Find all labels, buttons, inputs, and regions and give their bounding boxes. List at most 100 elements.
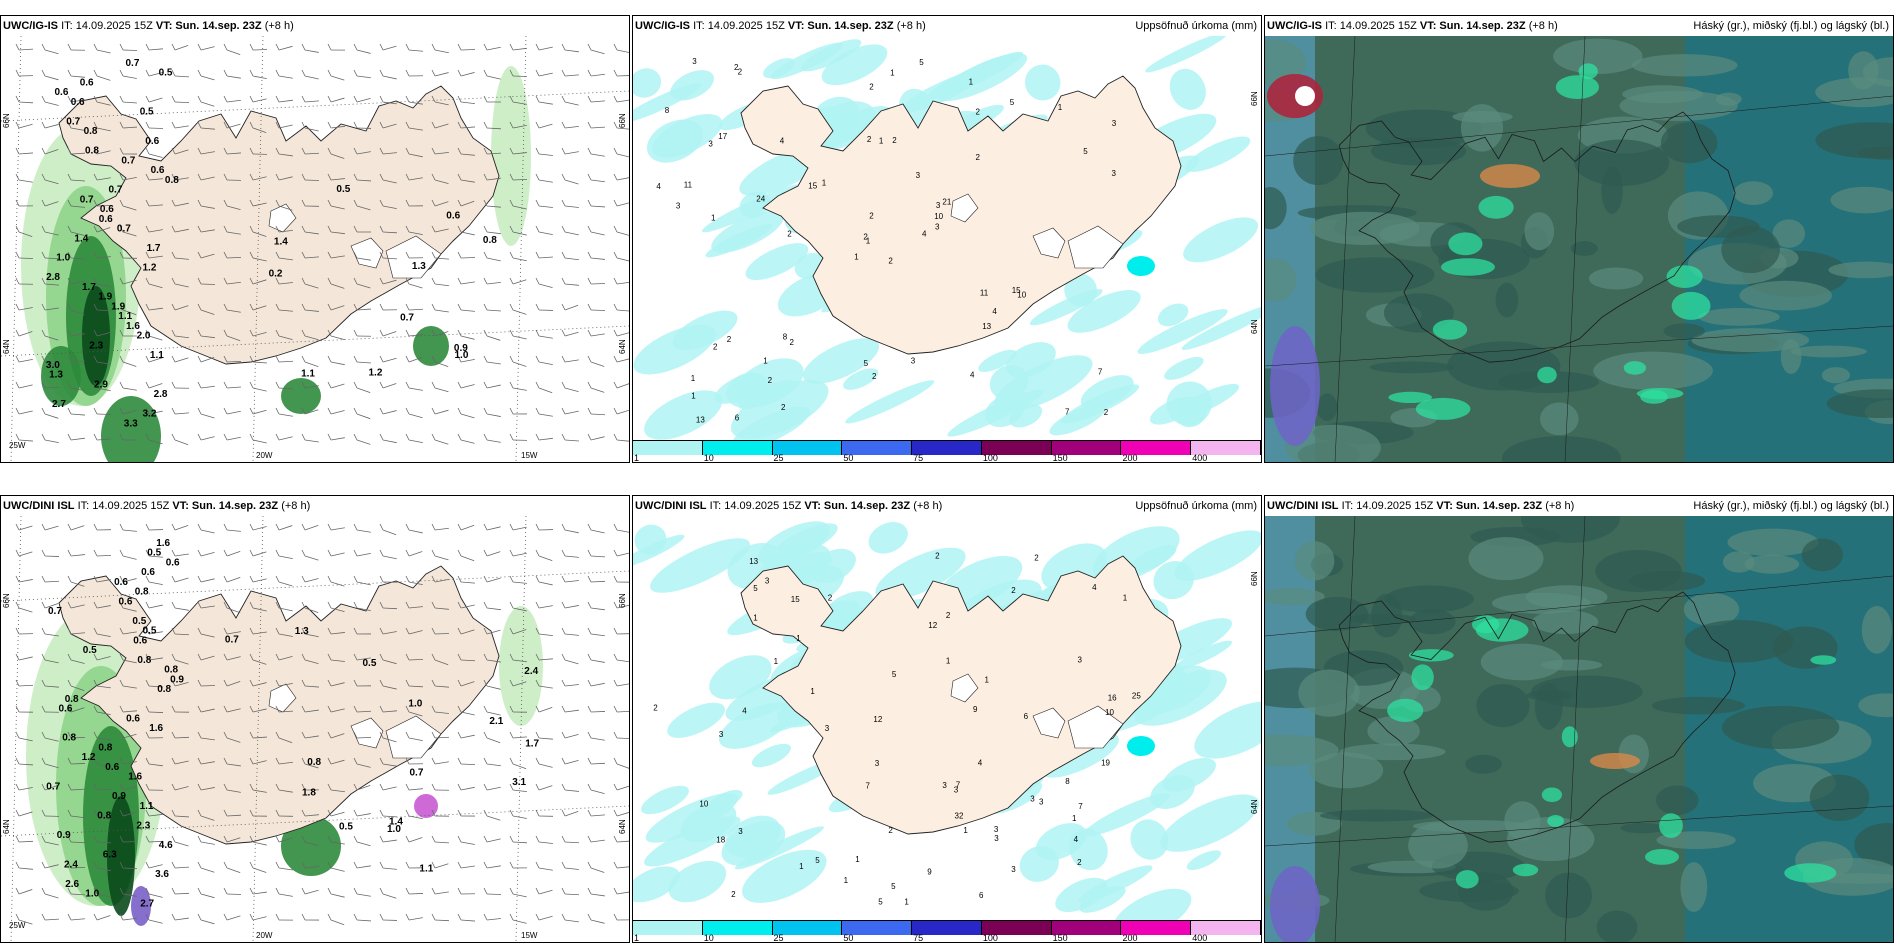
cloud-patch <box>1316 393 1338 422</box>
wind-barb-flag <box>431 329 436 337</box>
wind-barb-flag <box>197 653 202 661</box>
legend-colorbar <box>633 920 1261 935</box>
model-name: UWC/DINI ISL <box>1267 500 1339 512</box>
wind-barb <box>382 659 397 665</box>
wind-barb <box>356 893 371 897</box>
precip-value: 3 <box>1112 169 1117 178</box>
wind-barb <box>408 231 423 236</box>
wind-barb-flag <box>171 381 176 389</box>
wind-barb-flag <box>353 809 358 817</box>
wind-barb <box>408 283 423 289</box>
wind-barb <box>278 789 293 793</box>
wind-barb-flag <box>327 913 332 921</box>
wind-barb-flag <box>353 861 358 869</box>
wind-barb <box>512 841 527 844</box>
wind-barb-flag <box>119 329 124 337</box>
precip-value: 5 <box>1083 147 1088 156</box>
wind-barb <box>564 659 579 665</box>
panel-header: UWC/IG-IS IT: 14.09.2025 15Z VT: Sun. 14… <box>633 16 1261 36</box>
wind-barb-flag <box>405 627 410 635</box>
wind-barb-flag <box>431 549 436 557</box>
wind-barb-flag <box>353 199 358 207</box>
cloud-patch <box>1408 609 1456 635</box>
wind-barb <box>538 763 553 768</box>
grid-line <box>1265 575 1893 637</box>
wind-barb-flag <box>483 731 488 739</box>
gust-value: 0.7 <box>109 185 123 196</box>
wind-barb <box>174 412 189 415</box>
wind-barb-flag <box>223 355 228 363</box>
wind-barb <box>434 72 449 77</box>
gust-value: 1.0 <box>85 889 99 900</box>
wind-barb-flag <box>509 575 514 583</box>
wind-barb <box>538 889 553 895</box>
wind-barb-flag <box>197 407 202 415</box>
wind-barb-flag <box>561 627 566 635</box>
wind-barb <box>18 889 33 895</box>
wind-barb <box>512 919 527 924</box>
wind-barb <box>382 357 397 363</box>
wind-barb-flag <box>119 731 124 739</box>
wind-barb-flag <box>145 887 150 895</box>
precip-value: 8 <box>783 333 788 342</box>
wind-barb-flag <box>119 705 124 713</box>
wind-barb <box>590 529 605 534</box>
wind-barb-flag <box>327 147 332 155</box>
gust-value: 0.5 <box>132 616 146 627</box>
wind-barb <box>590 231 605 236</box>
precip-area <box>633 83 702 123</box>
wind-barb <box>590 762 606 765</box>
wind-barb <box>252 841 267 846</box>
legend-swatch <box>1051 441 1122 455</box>
wind-barb-flag <box>535 407 540 415</box>
lon-label: 25W <box>9 441 26 450</box>
wind-barb-flag <box>275 69 280 77</box>
precip-value: 1 <box>963 826 968 835</box>
wind-barb-flag <box>223 653 228 661</box>
wind-barb <box>434 527 449 531</box>
wind-barb-flag <box>93 783 98 791</box>
gust-value: 0.6 <box>114 577 128 588</box>
cloud-patch <box>1447 341 1561 391</box>
wind-barb <box>486 786 501 791</box>
gust-value: 0.5 <box>143 626 157 637</box>
wind-barb <box>460 49 476 51</box>
wind-barb <box>96 685 111 689</box>
wind-barb <box>44 555 60 557</box>
wind-barb <box>18 410 33 415</box>
precip-value: 3 <box>994 825 999 834</box>
gust-value: 0.6 <box>100 204 114 215</box>
precip-value: 3 <box>935 223 940 232</box>
gust-value: 3.1 <box>512 777 526 788</box>
wind-barb <box>70 581 85 587</box>
wind-barb-flag <box>457 355 462 363</box>
wind-barb-flag <box>93 95 98 103</box>
wind-barb-flag <box>15 835 20 843</box>
wind-barb-flag <box>327 329 332 337</box>
wind-barb-flag <box>509 809 514 817</box>
wind-barb-flag <box>483 173 488 181</box>
wind-barb-flag <box>535 199 540 207</box>
wind-barb-flag <box>535 705 540 713</box>
wind-barb-flag <box>509 121 514 129</box>
wind-barb-flag <box>327 887 332 895</box>
gust-value: 2.9 <box>94 379 108 390</box>
wind-barb-flag <box>379 679 384 687</box>
gust-value: 2.3 <box>89 340 103 351</box>
wind-barb <box>512 125 527 129</box>
wind-barb-flag <box>223 433 228 441</box>
precip-value: 1 <box>1123 594 1128 603</box>
gust-value: 0.5 <box>140 107 154 118</box>
precip-value: 10 <box>1017 291 1026 300</box>
wind-barb <box>512 335 527 340</box>
wind-barb <box>148 229 163 233</box>
wind-barb-flag <box>509 913 514 921</box>
wind-barb-flag <box>535 731 540 739</box>
precip-area <box>1169 68 1206 110</box>
legend-tick: 25 <box>773 933 784 943</box>
wind-barb-flag <box>301 69 306 77</box>
precip-value: 2 <box>872 372 877 381</box>
wind-barb-flag <box>431 705 436 713</box>
